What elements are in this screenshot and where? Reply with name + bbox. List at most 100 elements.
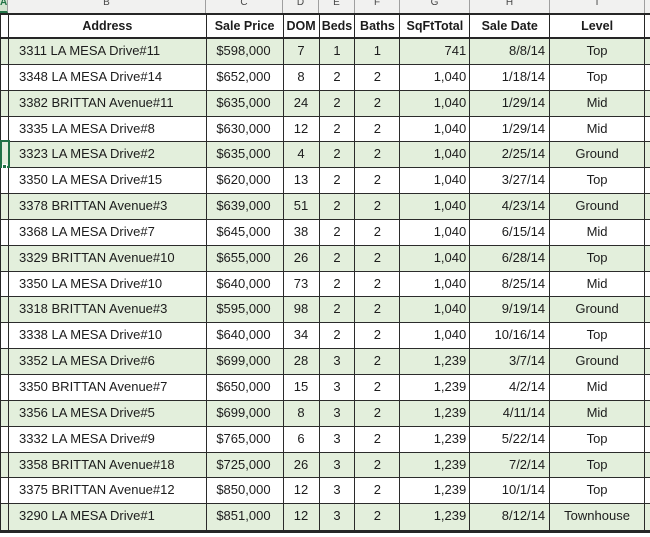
header-baths[interactable]: Baths (355, 15, 401, 37)
cell-dom[interactable]: 12 (283, 116, 320, 142)
cell-sqfttotal[interactable]: 1,040 (400, 323, 471, 349)
cell-sale-date[interactable]: 10/16/14 (470, 323, 551, 349)
column-header-next[interactable] (645, 0, 650, 13)
cell-dom[interactable]: 12 (283, 504, 320, 531)
cell-sale-date[interactable]: 5/22/14 (470, 426, 551, 452)
cell-address[interactable]: 3368 LA MESA Drive#7 (8, 219, 207, 245)
cell-sale-price[interactable]: $598,000 (206, 39, 284, 64)
cell-col-a[interactable] (1, 116, 9, 142)
cell-next-col[interactable] (644, 64, 650, 90)
cell-beds[interactable]: 2 (319, 271, 356, 297)
cell-baths[interactable]: 2 (355, 323, 401, 349)
cell-sale-date[interactable]: 2/25/14 (470, 142, 551, 168)
cell-dom[interactable]: 51 (283, 194, 320, 219)
cell-sale-price[interactable]: $725,000 (206, 452, 284, 478)
cell-sqfttotal[interactable]: 1,239 (400, 478, 471, 504)
cell-address[interactable]: 3358 BRITTAN Avenue#18 (8, 452, 207, 478)
cell-address[interactable]: 3375 BRITTAN Avenue#12 (8, 478, 207, 504)
header-level[interactable]: Level (550, 15, 646, 37)
cell-dom[interactable]: 6 (283, 426, 320, 452)
cell-dom[interactable]: 26 (283, 245, 320, 271)
cell-sqfttotal[interactable]: 1,040 (400, 271, 471, 297)
cell-next-col[interactable] (644, 90, 650, 116)
cell-sale-date[interactable]: 3/27/14 (470, 168, 551, 194)
cell-dom[interactable]: 26 (283, 452, 320, 478)
cell-baths[interactable]: 2 (355, 142, 401, 168)
cell-col-a[interactable] (1, 194, 9, 219)
cell-dom[interactable]: 38 (283, 219, 320, 245)
cell-beds[interactable]: 2 (319, 297, 356, 323)
cell-sale-price[interactable]: $630,000 (206, 116, 284, 142)
column-header-c[interactable]: C (206, 0, 283, 13)
cell-col-a[interactable] (1, 323, 9, 349)
cell-sale-price[interactable]: $650,000 (206, 374, 284, 400)
cell-level[interactable]: Ground (550, 297, 645, 323)
cell-next-col[interactable] (644, 271, 650, 297)
cell-next-col[interactable] (644, 452, 650, 478)
cell-address[interactable]: 3382 BRITTAN Avenue#11 (8, 90, 207, 116)
cell-address[interactable]: 3311 LA MESA Drive#11 (8, 39, 207, 64)
cell-sqfttotal[interactable]: 1,040 (400, 116, 471, 142)
cell-beds[interactable]: 3 (319, 504, 356, 531)
cell-next-col[interactable] (644, 504, 650, 531)
cell-sale-price[interactable]: $850,000 (206, 478, 284, 504)
cell-baths[interactable]: 2 (355, 90, 401, 116)
cell-sale-price[interactable]: $640,000 (206, 271, 284, 297)
header-sale-date[interactable]: Sale Date (470, 15, 551, 37)
cell-next-col[interactable] (644, 400, 650, 426)
cell-col-a[interactable] (1, 90, 9, 116)
cell-next-col[interactable] (644, 142, 650, 168)
cell-beds[interactable]: 2 (319, 116, 356, 142)
header-sqfttotal[interactable]: SqFtTotal (400, 15, 471, 37)
column-header-i[interactable]: I (550, 0, 645, 13)
cell-sale-date[interactable]: 6/28/14 (470, 245, 551, 271)
cell-dom[interactable]: 7 (283, 39, 320, 64)
cell-sale-price[interactable]: $699,000 (206, 400, 284, 426)
cell-next-col[interactable] (644, 323, 650, 349)
cell-sqfttotal[interactable]: 1,040 (400, 90, 471, 116)
cell-baths[interactable]: 2 (355, 116, 401, 142)
cell-address[interactable]: 3323 LA MESA Drive#2 (8, 142, 207, 168)
cell-sale-date[interactable]: 4/11/14 (470, 400, 551, 426)
cell-sqfttotal[interactable]: 1,040 (400, 194, 471, 219)
cell-sale-price[interactable]: $851,000 (206, 504, 284, 531)
cell-next-col[interactable] (644, 297, 650, 323)
cell-col-a[interactable] (1, 271, 9, 297)
cell-level[interactable]: Mid (550, 116, 645, 142)
cell-sqfttotal[interactable]: 1,239 (400, 349, 471, 374)
column-header-f[interactable]: F (355, 0, 400, 13)
column-header-h[interactable]: H (470, 0, 550, 13)
cell-sqfttotal[interactable]: 1,040 (400, 64, 471, 90)
cell-level[interactable]: Top (550, 64, 645, 90)
header-beds[interactable]: Beds (320, 15, 356, 37)
cell-sale-price[interactable]: $620,000 (206, 168, 284, 194)
cell-baths[interactable]: 2 (355, 478, 401, 504)
cell-beds[interactable]: 3 (319, 478, 356, 504)
column-header-g[interactable]: G (400, 0, 470, 13)
cell-col-a[interactable] (1, 374, 9, 400)
cell-address[interactable]: 3356 LA MESA Drive#5 (8, 400, 207, 426)
cell-dom[interactable]: 15 (283, 374, 320, 400)
cell-dom[interactable]: 73 (283, 271, 320, 297)
cell-col-a[interactable] (1, 64, 9, 90)
cell-sale-price[interactable]: $640,000 (206, 323, 284, 349)
cell-sale-date[interactable]: 6/15/14 (470, 219, 551, 245)
header-col-a-spacer[interactable] (1, 15, 9, 37)
cell-dom[interactable]: 13 (283, 168, 320, 194)
cell-sqfttotal[interactable]: 1,239 (400, 374, 471, 400)
cell-sale-date[interactable]: 8/25/14 (470, 271, 551, 297)
column-header-d[interactable]: D (283, 0, 319, 13)
cell-beds[interactable]: 3 (319, 426, 356, 452)
cell-col-a[interactable] (1, 142, 9, 168)
cell-sqfttotal[interactable]: 1,239 (400, 426, 471, 452)
cell-col-a[interactable] (1, 297, 9, 323)
header-next-col-spacer[interactable] (645, 15, 650, 37)
cell-level[interactable]: Mid (550, 374, 645, 400)
cell-beds[interactable]: 2 (319, 90, 356, 116)
cell-beds[interactable]: 2 (319, 219, 356, 245)
cell-level[interactable]: Ground (550, 349, 645, 374)
cell-next-col[interactable] (644, 245, 650, 271)
cell-beds[interactable]: 1 (319, 39, 356, 64)
cell-address[interactable]: 3352 LA MESA Drive#6 (8, 349, 207, 374)
cell-dom[interactable]: 8 (283, 400, 320, 426)
